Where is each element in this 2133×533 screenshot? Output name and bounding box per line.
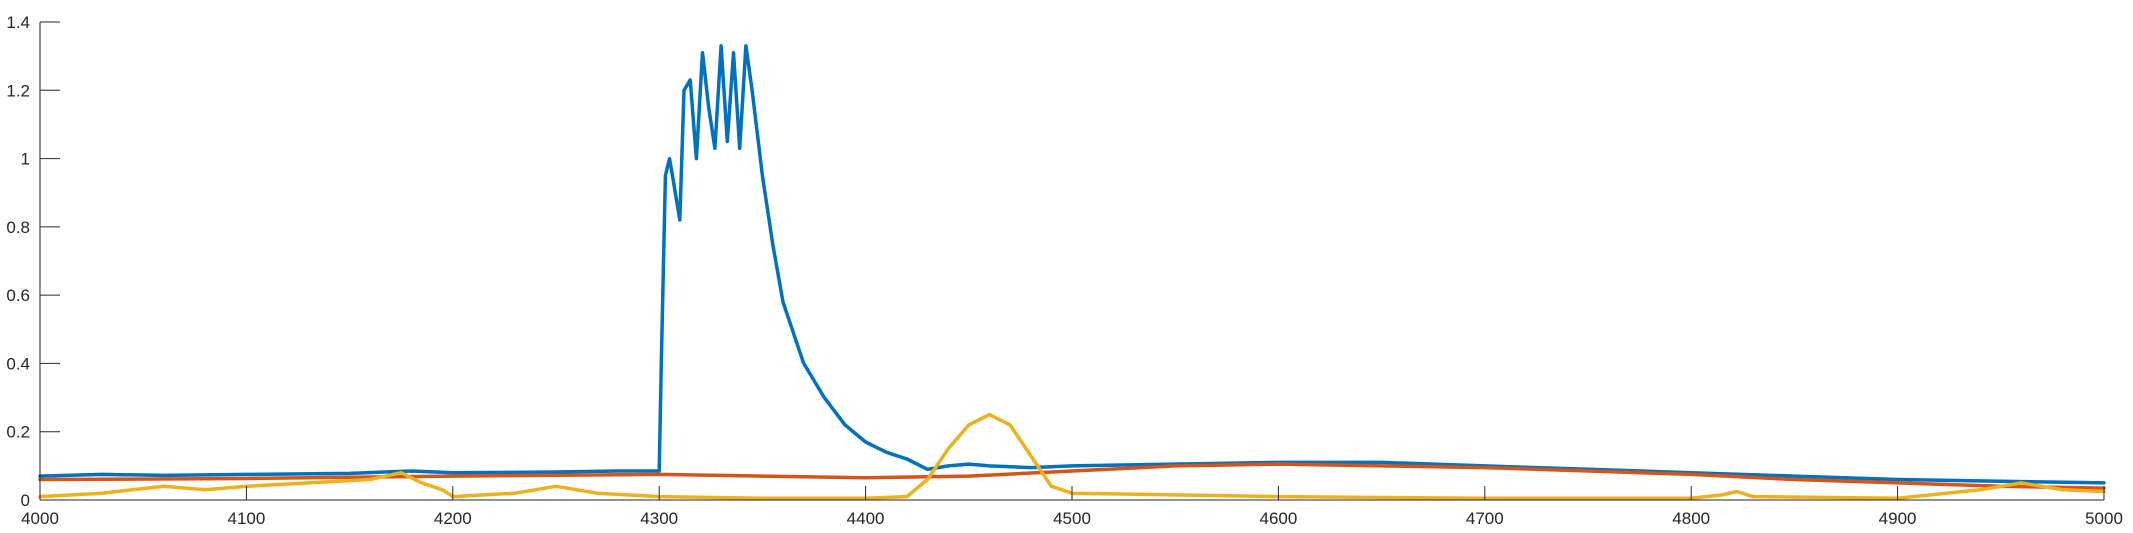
x-tick-label: 4100 [227,509,265,528]
tick-layer: 4000 4100 4200 4300 4400 4500 4600 4700 4800 4900… [6,13,2123,528]
x-tick-label: 4000 [21,509,59,528]
x-tick-label: 4700 [1466,509,1504,528]
x-tick-label: 4400 [847,509,885,528]
x-tick-label: 4800 [1672,509,1710,528]
x-tick-label: 4500 [1053,509,1091,528]
y-tick-label: 0.8 [6,218,30,237]
series-3-line [38,412,2106,501]
series-2-line [38,462,2106,490]
y-tick-label: 1.4 [6,13,30,32]
series-1-line [38,44,2106,485]
y-tick-label: 1.2 [6,81,30,100]
x-tick-label: 4900 [1879,509,1917,528]
x-tick-label: 4600 [1259,509,1297,528]
y-tick-label: 0 [21,491,30,510]
y-tick-label: 0.4 [6,354,30,373]
x-tick-label: 5000 [2085,509,2123,528]
series-layer [38,44,2106,501]
x-tick-label: 4300 [640,509,678,528]
y-tick-label: 0.6 [6,286,30,305]
y-tick-label: 0.2 [6,423,30,442]
y-tick-label: 1 [21,150,30,169]
x-tick-label: 4200 [434,509,472,528]
